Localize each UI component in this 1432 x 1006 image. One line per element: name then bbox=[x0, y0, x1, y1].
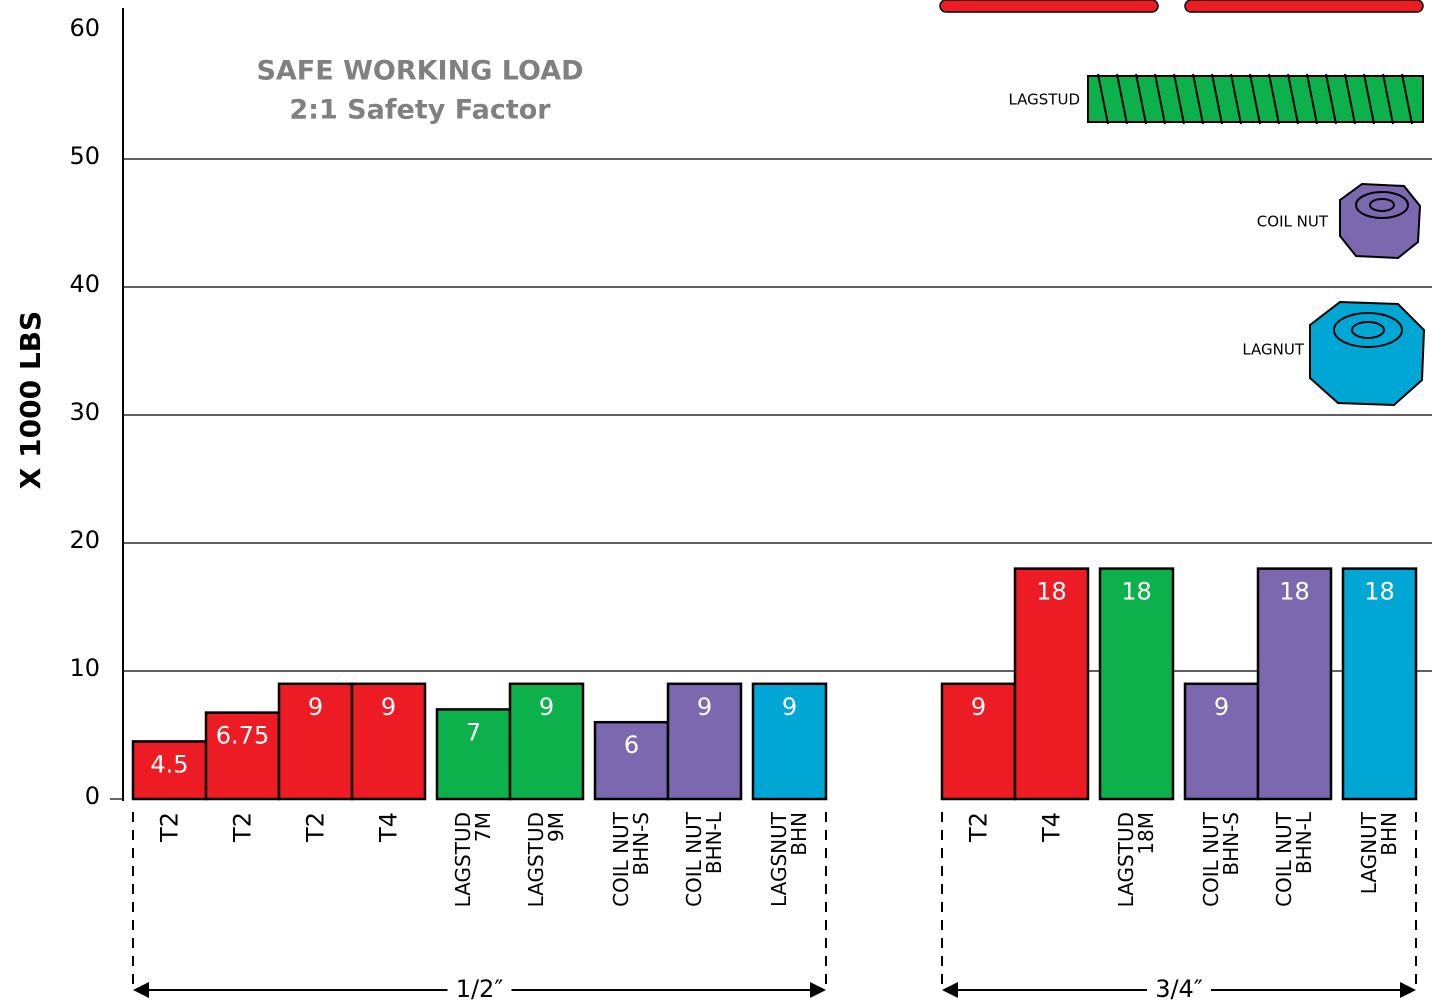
x-tick-label: T2 bbox=[229, 812, 257, 843]
value-label: 9 bbox=[539, 693, 554, 721]
bar bbox=[435, 708, 512, 801]
chart-subtitle: 2:1 Safety Factor bbox=[289, 95, 551, 126]
bar bbox=[508, 682, 585, 801]
x-tick-label: T2 bbox=[965, 812, 993, 843]
bar bbox=[1098, 567, 1175, 801]
y-tick-label: 60 bbox=[69, 14, 100, 42]
x-tick-label: COIL NUT bbox=[1199, 811, 1223, 907]
y-tick-label: 0 bbox=[85, 782, 100, 810]
x-tick-label: COIL NUT bbox=[1272, 811, 1296, 907]
x-tick-label: T4 bbox=[375, 812, 403, 843]
x-tick-label: BHN bbox=[1377, 812, 1401, 856]
group-label-bg bbox=[447, 976, 512, 1002]
pictogram-lagstud bbox=[1087, 73, 1424, 125]
x-tick-label: LAGNUT bbox=[1357, 811, 1381, 894]
x-tick-label: 7M bbox=[471, 812, 495, 842]
value-label: 9 bbox=[971, 693, 986, 721]
pictogram-lagnut bbox=[1309, 300, 1426, 407]
value-label: 9 bbox=[381, 693, 396, 721]
pictogram-label: LAGNUT bbox=[1242, 341, 1305, 359]
value-label: 18 bbox=[1364, 578, 1395, 606]
bar bbox=[940, 682, 1017, 801]
x-tick-label: T4 bbox=[1038, 812, 1066, 843]
value-label: 4.5 bbox=[150, 750, 188, 778]
chart-title: SAFE WORKING LOAD bbox=[256, 56, 583, 87]
x-tick-label: LAGSNUT bbox=[767, 811, 791, 907]
y-tick-label: 50 bbox=[69, 142, 100, 170]
value-label: 9 bbox=[308, 693, 323, 721]
value-label: 6 bbox=[624, 731, 639, 759]
bar bbox=[1013, 567, 1090, 801]
value-label: 9 bbox=[1214, 693, 1229, 721]
x-tick-label: BHN bbox=[787, 812, 811, 856]
bar bbox=[350, 682, 427, 801]
y-axis-label: X 1000 LBS bbox=[14, 311, 47, 489]
x-tick-label: 18M bbox=[1134, 812, 1158, 855]
y-tick-label: 20 bbox=[69, 526, 100, 554]
x-tick-label: COIL NUT bbox=[682, 811, 706, 907]
x-tick-label: LAGSTUD bbox=[524, 812, 548, 907]
pictogram-label: LAGSTUD bbox=[1008, 91, 1080, 109]
value-label: 18 bbox=[1036, 578, 1067, 606]
group-label: 1/2″ bbox=[456, 975, 504, 1002]
group-label: 3/4″ bbox=[1155, 975, 1203, 1002]
value-label: 7 bbox=[466, 718, 481, 746]
bar bbox=[751, 682, 828, 801]
y-tick-label: 10 bbox=[69, 654, 100, 682]
y-tick-label: 40 bbox=[69, 270, 100, 298]
x-tick-label: BHN-S bbox=[1219, 812, 1243, 876]
x-tick-label: LAGSTUD bbox=[1114, 812, 1138, 907]
bar bbox=[1341, 567, 1418, 801]
pictogram-rods bbox=[939, 0, 1424, 13]
x-tick-label: LAGSTUD bbox=[451, 812, 475, 907]
value-label: 9 bbox=[782, 693, 797, 721]
x-tick-label: BHN-L bbox=[702, 811, 726, 874]
x-tick-label: T2 bbox=[156, 812, 184, 843]
x-tick-label: T2 bbox=[302, 812, 330, 843]
bar bbox=[1256, 567, 1333, 801]
pictogram-label: COIL NUT bbox=[1257, 213, 1329, 231]
value-label: 6.75 bbox=[216, 722, 269, 750]
value-label: 9 bbox=[697, 693, 712, 721]
bar bbox=[666, 682, 743, 801]
x-tick-label: 9M bbox=[544, 812, 568, 842]
x-tick-label: BHN-S bbox=[629, 812, 653, 876]
x-tick-label: BHN-L bbox=[1292, 811, 1316, 874]
value-label: 18 bbox=[1279, 578, 1310, 606]
pictogram-coil-nut bbox=[1339, 182, 1422, 260]
y-tick-label: 30 bbox=[69, 398, 100, 426]
value-label: 18 bbox=[1121, 578, 1152, 606]
group-label-bg bbox=[1147, 976, 1211, 1002]
x-tick-label: COIL NUT bbox=[609, 811, 633, 907]
